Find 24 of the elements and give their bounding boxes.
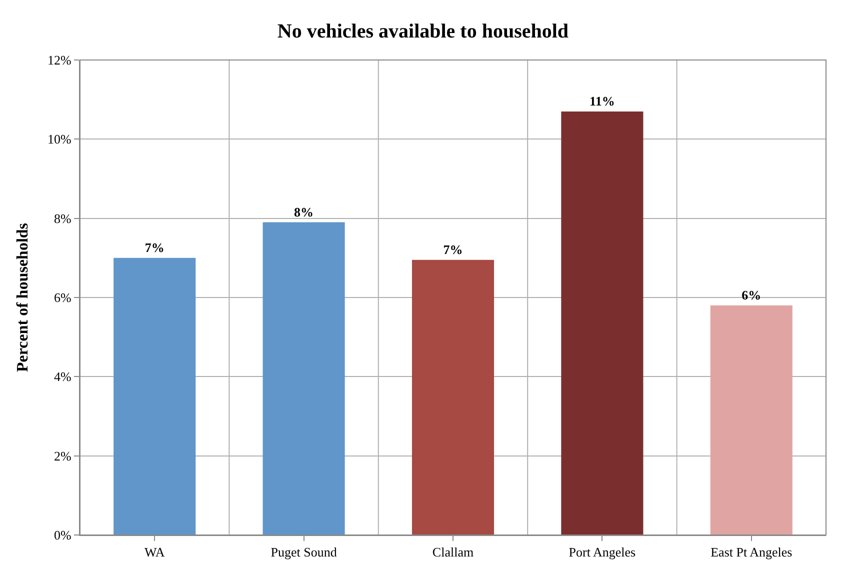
bar bbox=[412, 260, 494, 535]
data-label: 8% bbox=[294, 204, 314, 220]
y-tick-label: 2% bbox=[54, 448, 72, 464]
chart-title: No vehicles available to household bbox=[277, 20, 569, 42]
x-tick-label: Clallam bbox=[432, 544, 474, 560]
y-tick-label: 0% bbox=[54, 528, 72, 543]
data-label: 6% bbox=[742, 287, 762, 302]
bar bbox=[114, 258, 196, 535]
data-label: 7% bbox=[443, 242, 463, 257]
bar bbox=[710, 305, 792, 535]
data-label: 7% bbox=[144, 240, 164, 255]
data-label: 11% bbox=[590, 93, 615, 108]
y-tick-label: 8% bbox=[54, 210, 72, 226]
y-tick-label: 12% bbox=[48, 52, 72, 68]
x-tick-label: Port Angeles bbox=[568, 544, 636, 560]
bar bbox=[262, 222, 345, 535]
y-axis-title: Percent of households bbox=[14, 222, 32, 372]
y-tick-label: 6% bbox=[54, 290, 72, 306]
x-tick-label: East Pt Angeles bbox=[710, 544, 792, 560]
bar bbox=[561, 111, 644, 535]
y-tick-label: 10% bbox=[48, 132, 72, 147]
x-tick-label: WA bbox=[144, 544, 166, 560]
y-tick-label: 4% bbox=[54, 369, 72, 384]
x-tick-label: Puget Sound bbox=[270, 544, 338, 560]
